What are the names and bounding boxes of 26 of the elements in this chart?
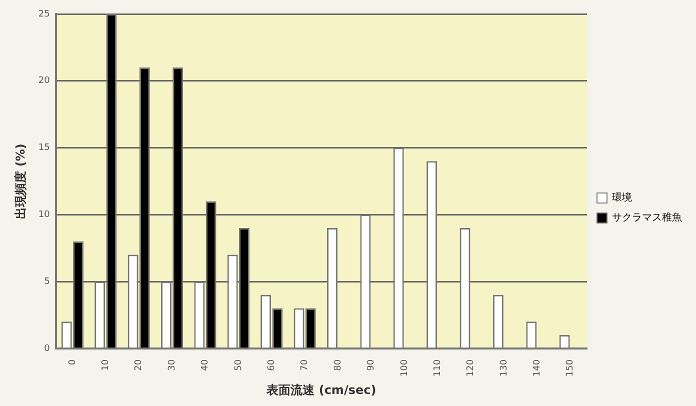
x-tick-label: 140	[532, 359, 543, 377]
x-tick-label: 60	[266, 359, 277, 371]
y-tick-label: 5	[44, 276, 50, 287]
x-tick-label: 40	[200, 359, 211, 371]
legend-label: サクラマス稚魚	[612, 212, 682, 224]
y-tick-label: 25	[38, 9, 50, 20]
x-tick-label: 150	[566, 359, 576, 377]
x-tick-label: 50	[234, 359, 244, 371]
y-tick-label: 0	[44, 344, 50, 354]
y-tick-label: 15	[38, 143, 50, 154]
x-tick-label: 10	[100, 359, 111, 371]
x-tick-label: 130	[499, 359, 510, 377]
x-tick-label: 70	[300, 359, 310, 371]
x-tick-label: 110	[432, 359, 443, 377]
x-tick-label: 120	[466, 359, 476, 377]
x-tick-label: 90	[366, 359, 377, 371]
y-axis-title: 出現頻度 (%)	[13, 144, 28, 219]
legend-label: 環境	[612, 192, 632, 204]
x-tick-label: 100	[400, 359, 410, 377]
y-tick-label: 20	[38, 76, 50, 86]
x-tick-label: 0	[68, 359, 78, 366]
x-tick-label: 20	[134, 359, 144, 371]
x-tick-label: 30	[167, 359, 178, 371]
x-axis-title: 表面流速 (cm/sec)	[266, 382, 376, 397]
y-tick-label: 10	[38, 210, 50, 220]
x-tick-label: 80	[333, 359, 344, 371]
